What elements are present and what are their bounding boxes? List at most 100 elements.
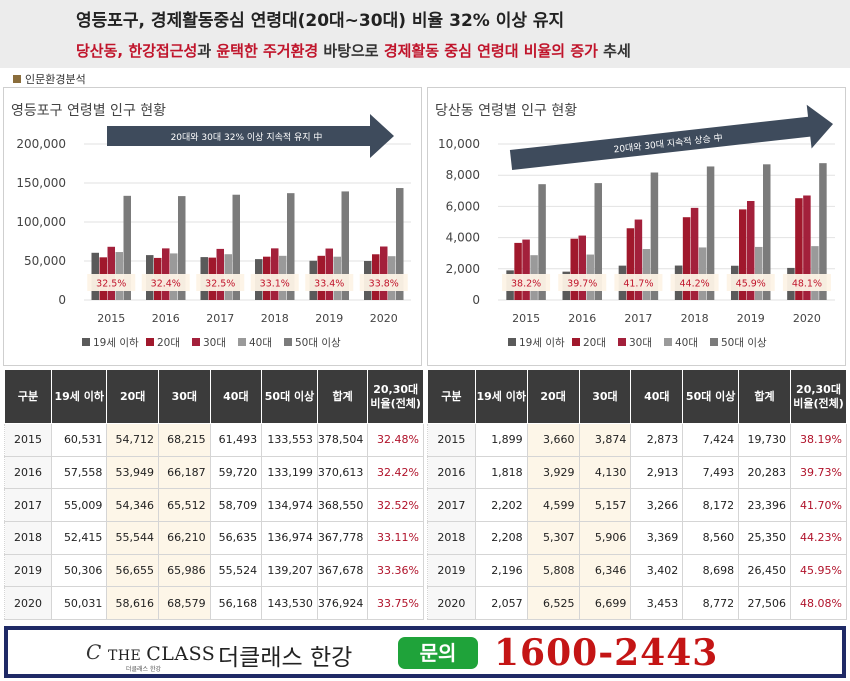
table-cell: 66,187 <box>158 455 211 490</box>
table-header-cell: 20,30대 비율(전체) <box>790 369 847 424</box>
bar-1 <box>514 242 522 300</box>
x-tick-label: 2015 <box>512 312 540 325</box>
y-tick-label: 6,000 <box>446 199 480 213</box>
bar-2 <box>747 201 755 300</box>
chart-title: 영등포구 연령별 인구 현황 <box>11 103 166 119</box>
table-cell: 55,009 <box>51 488 108 523</box>
ratio-label: 44.2% <box>679 279 709 290</box>
table-cell: 2,202 <box>474 488 528 523</box>
x-tick-label: 2019 <box>315 312 343 325</box>
legend-label: 40대 <box>249 337 272 349</box>
table-header-cell: 20,30대 비율(전체) <box>367 369 424 424</box>
table-row: 2016 1,818 3,929 4,130 2,913 7,493 20,283 39.73… <box>427 455 847 490</box>
logo-class: CLASS <box>146 643 216 665</box>
table-cell: 143,530 <box>261 586 318 621</box>
bar-1 <box>682 217 691 300</box>
table-yeongdeungpo: 구분 19세 이하 20대 30대 40대 50대 이상 합계 20,30대 비율(전체) 20… <box>3 369 424 621</box>
ratio-label: 32.5% <box>205 279 235 290</box>
table-cell: 5,906 <box>578 521 632 555</box>
subtitle-part: 윤택한 주거환경 <box>216 42 319 60</box>
legend-swatch <box>192 338 200 346</box>
section-label: 인문환경분석 <box>13 71 86 87</box>
bar-2 <box>578 235 586 300</box>
table-cell: 136,974 <box>261 521 318 555</box>
table-cell: 2017 <box>3 488 53 523</box>
ratio-label: 38.2% <box>511 279 541 290</box>
table-header-cell: 40대 <box>630 369 684 424</box>
bar-2 <box>634 219 643 300</box>
ratio-box <box>141 274 190 291</box>
bar-4 <box>123 195 131 300</box>
bar-3 <box>698 247 707 300</box>
chart-svg: 영등포구 연령별 인구 현황 0 50,000 100,000 150,000 200,0… <box>11 103 411 349</box>
table-cell: 5,808 <box>526 553 580 588</box>
inquiry-badge[interactable]: 문의 <box>398 637 478 669</box>
table-cell: 6,699 <box>578 586 632 621</box>
table-cell: 58,616 <box>106 586 160 621</box>
table-header-cell: 30대 <box>578 369 632 424</box>
table-cell: 367,678 <box>316 553 369 588</box>
bar-4 <box>650 172 659 300</box>
table-cell: 7,493 <box>682 455 740 490</box>
ratio-box <box>305 274 354 291</box>
table-cell: 59,720 <box>209 455 263 490</box>
bar-2 <box>522 239 530 300</box>
table-cell: 45.95% <box>790 553 847 588</box>
table-cell: 370,613 <box>316 455 369 490</box>
y-tick-label: 2,000 <box>446 262 480 276</box>
legend-label: 30대 <box>629 337 652 349</box>
table-cell: 68,215 <box>158 423 211 457</box>
table-cell: 57,558 <box>51 455 108 490</box>
table-header-cell: 19세 이하 <box>51 369 108 424</box>
legend-label: 19세 이하 <box>519 336 565 349</box>
table-cell: 6,525 <box>526 586 580 621</box>
brand-name: 더클래스 한강 <box>218 645 353 671</box>
bar-4 <box>594 183 602 300</box>
table-cell: 134,974 <box>261 488 318 523</box>
brand-logo-icon: C <box>86 640 102 664</box>
table-cell: 56,635 <box>209 521 263 555</box>
chart-title: 당산동 연령별 인구 현황 <box>435 103 577 119</box>
legend-label: 40대 <box>675 337 698 349</box>
table-cell: 3,660 <box>526 423 580 457</box>
table-header-cell: 20대 <box>106 369 160 424</box>
bar-3 <box>755 246 763 300</box>
trend-arrow-text: 20대와 30대 32% 이상 지속적 유지 中 <box>171 131 323 143</box>
bar-4 <box>178 196 186 300</box>
table-header-row: 구분 19세 이하 20대 30대 40대 50대 이상 합계 20,30대 비율(전체) <box>3 369 424 424</box>
table-cell: 139,207 <box>261 553 318 588</box>
table-row: 2018 2,208 5,307 5,906 3,369 8,560 25,350 44.23… <box>427 521 847 555</box>
table-header-cell: 30대 <box>158 369 211 424</box>
table-header-cell: 20대 <box>526 369 580 424</box>
bar-1 <box>626 228 635 300</box>
table-cell: 44.23% <box>790 521 847 555</box>
table-cell: 2020 <box>3 586 53 621</box>
table-cell: 3,266 <box>630 488 684 523</box>
ratio-label: 33.8% <box>369 279 399 290</box>
ratio-label: 45.9% <box>736 279 766 290</box>
table-cell: 2,057 <box>474 586 528 621</box>
table-row: 2016 57,558 53,949 66,187 59,720 133,199 370,6… <box>3 455 424 490</box>
table-header-cell: 40대 <box>209 369 263 424</box>
x-tick-label: 2017 <box>206 312 234 325</box>
legend-label: 20대 <box>157 337 180 349</box>
table-cell: 133,199 <box>261 455 318 490</box>
ratio-label: 33.4% <box>314 279 344 290</box>
table-cell: 50,306 <box>51 553 108 588</box>
table-header-cell: 50대 이상 <box>682 369 740 424</box>
ratio-box <box>196 274 245 291</box>
table-cell: 6,346 <box>578 553 632 588</box>
y-tick-label: 200,000 <box>16 137 66 151</box>
table-cell: 68,579 <box>158 586 211 621</box>
table-cell: 26,450 <box>738 553 792 588</box>
footer-banner[interactable]: C THE CLASS 더클래스 한강 더클래스 한강 문의 1600-2443 <box>4 626 846 678</box>
data-table: 구분 19세 이하 20대 30대 40대 50대 이상 합계 20,30대 비율(전체) 20… <box>427 369 847 621</box>
table-cell: 8,772 <box>682 586 740 621</box>
table-row: 2020 50,031 58,616 68,579 56,168 143,530 376,9… <box>3 586 424 621</box>
table-cell: 32.52% <box>367 488 424 523</box>
x-tick-label: 2016 <box>568 312 596 325</box>
phone-number[interactable]: 1600-2443 <box>494 632 719 674</box>
y-tick-label: 100,000 <box>16 215 66 229</box>
table-cell: 65,986 <box>158 553 211 588</box>
table-cell: 368,550 <box>316 488 369 523</box>
